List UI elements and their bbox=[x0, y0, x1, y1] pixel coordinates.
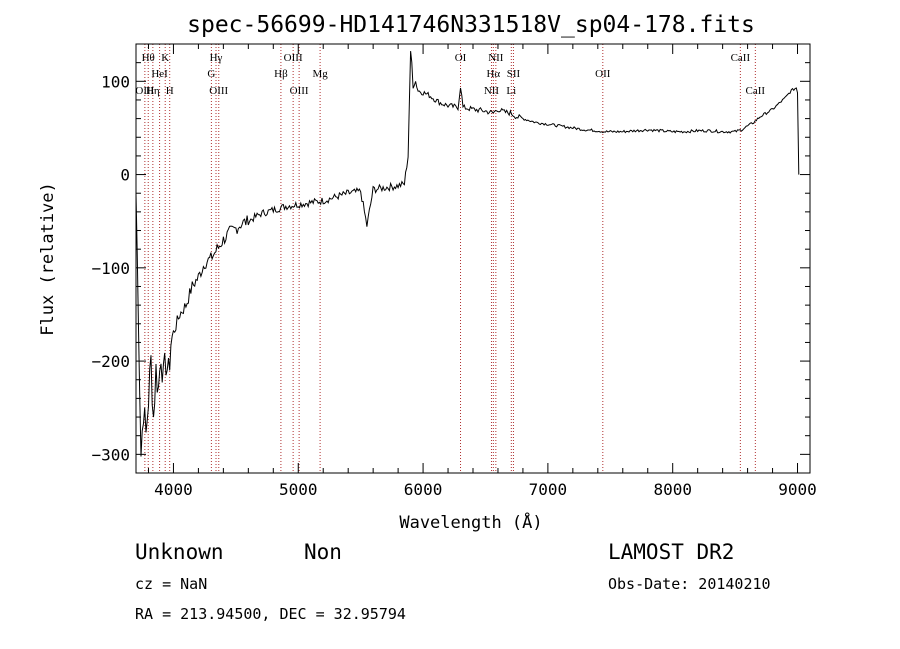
x-tick-label: 6000 bbox=[404, 480, 443, 499]
y-axis-ticks: −300 −200 −100 0 100 bbox=[91, 62, 810, 464]
line-marker-label: Hβ bbox=[274, 68, 288, 80]
spectrum-line bbox=[135, 51, 800, 457]
line-marker-label: Hθ bbox=[142, 52, 155, 64]
line-marker-label: Hη bbox=[146, 85, 160, 97]
line-marker-label: G bbox=[207, 68, 215, 80]
x-tick-label: 7000 bbox=[529, 480, 568, 499]
spectral-line-markers bbox=[144, 44, 756, 473]
y-tick-label: −200 bbox=[91, 352, 130, 371]
redshift-cz: cz = NaN bbox=[135, 575, 207, 593]
line-marker-label: OIII bbox=[284, 52, 303, 64]
line-marker-label: SII bbox=[507, 68, 521, 80]
line-marker-label: OIII bbox=[290, 85, 309, 97]
line-marker-label: CaII bbox=[746, 85, 766, 97]
x-axis-label: Wavelength (Å) bbox=[399, 511, 542, 533]
y-tick-label: 100 bbox=[101, 72, 130, 91]
survey-name: LAMOST DR2 bbox=[608, 540, 734, 564]
x-tick-label: 8000 bbox=[653, 480, 692, 499]
line-marker-label: H bbox=[166, 85, 174, 97]
line-marker-label: HeI bbox=[151, 68, 168, 80]
y-tick-label: −300 bbox=[91, 445, 130, 464]
line-marker-label: NII bbox=[484, 85, 500, 97]
y-tick-label: −100 bbox=[91, 259, 130, 278]
line-marker-label: CaII bbox=[731, 52, 751, 64]
x-tick-label: 4000 bbox=[154, 480, 193, 499]
spectral-line-labels: OIIIHθHηHeIKHGHγOIIIHβOIIIOIIIMgOINIIHαN… bbox=[135, 52, 765, 97]
object-name: Unknown bbox=[135, 540, 224, 564]
line-marker-label: Mg bbox=[312, 68, 328, 80]
x-tick-label: 9000 bbox=[778, 480, 817, 499]
line-marker-label: Li bbox=[506, 85, 516, 97]
line-marker-label: NII bbox=[488, 52, 504, 64]
x-axis-ticks: 4000 5000 6000 7000 8000 9000 bbox=[147, 44, 817, 499]
object-class: Non bbox=[304, 540, 342, 564]
line-marker-label: Hα bbox=[486, 68, 500, 80]
x-tick-label: 5000 bbox=[279, 480, 318, 499]
line-marker-label: OIII bbox=[209, 85, 228, 97]
plot-frame bbox=[135, 43, 811, 474]
line-marker-label: OI bbox=[455, 52, 467, 64]
ra-dec-coordinates: RA = 213.94500, DEC = 32.95794 bbox=[135, 605, 406, 623]
line-marker-label: OIII bbox=[135, 85, 154, 97]
line-marker-label: Hγ bbox=[210, 52, 223, 64]
y-axis-label: Flux (relative) bbox=[38, 182, 58, 336]
obs-date: Obs-Date: 20140210 bbox=[608, 575, 771, 593]
y-tick-label: 0 bbox=[120, 166, 130, 185]
chart-title: spec-56699-HD141746N331518V_sp04-178.fit… bbox=[187, 12, 755, 38]
line-marker-label: K bbox=[161, 52, 169, 64]
line-marker-label: OII bbox=[595, 68, 611, 80]
